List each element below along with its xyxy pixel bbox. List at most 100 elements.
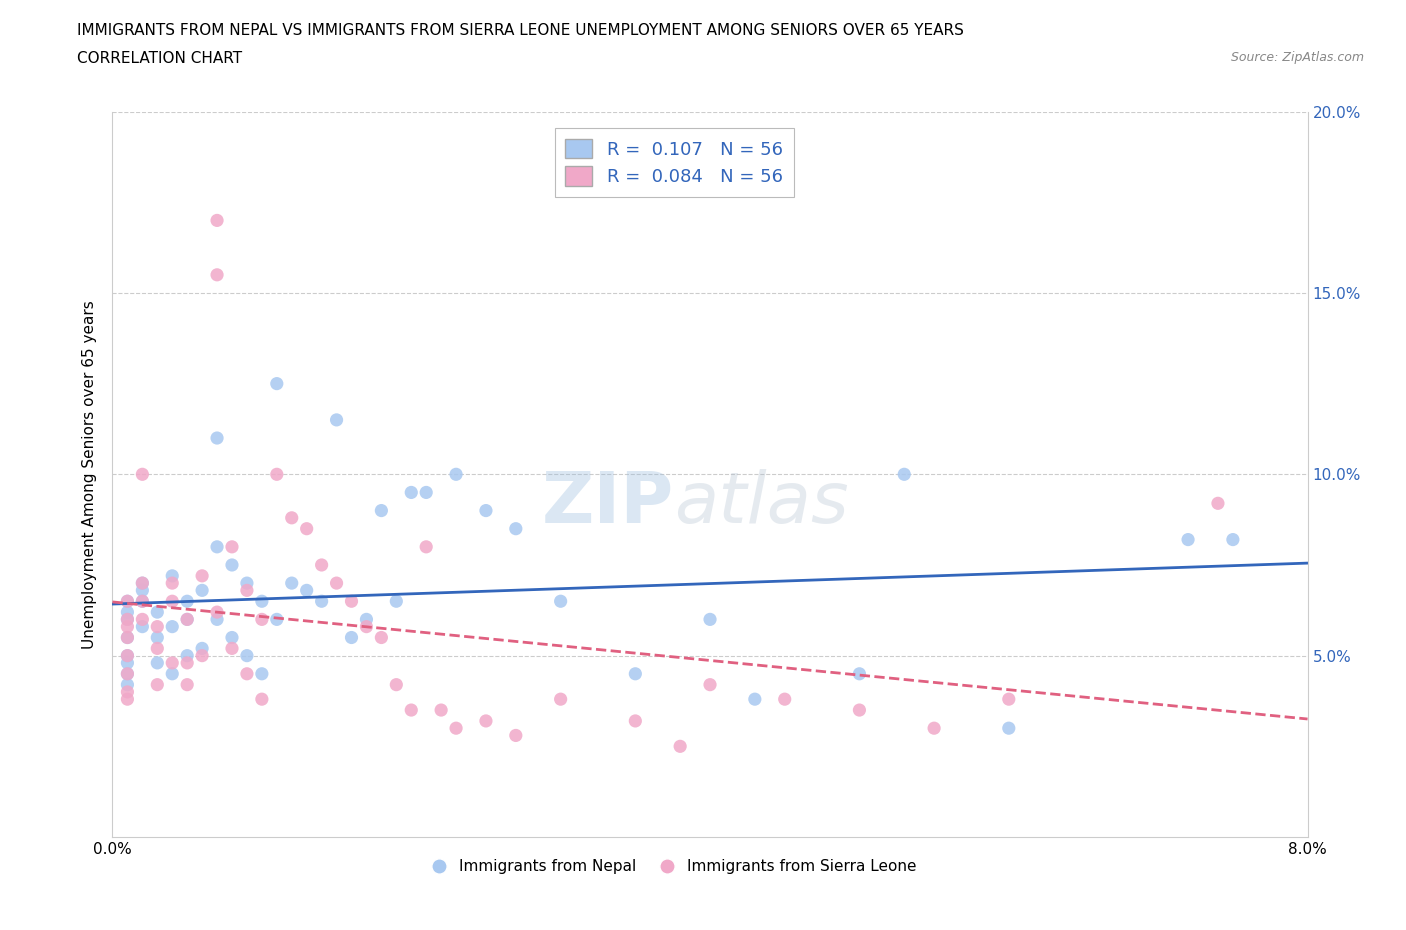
Point <box>176 677 198 692</box>
Point <box>295 521 318 536</box>
Point <box>205 268 228 283</box>
Point <box>131 619 153 634</box>
Point <box>162 594 183 609</box>
Point <box>221 641 243 656</box>
Point <box>893 467 915 482</box>
Point <box>550 692 572 707</box>
Point <box>117 619 139 634</box>
Point <box>205 612 228 627</box>
Point <box>848 667 870 682</box>
Point <box>236 576 259 591</box>
Point <box>146 631 169 645</box>
Point <box>1206 496 1229 511</box>
Point <box>117 692 139 707</box>
Point <box>117 631 139 645</box>
Point <box>205 213 228 228</box>
Point <box>146 619 169 634</box>
Point <box>250 692 273 707</box>
Point <box>162 667 183 682</box>
Point <box>295 583 318 598</box>
Point <box>430 703 453 718</box>
Point <box>250 667 273 682</box>
Point <box>1177 532 1199 547</box>
Point <box>162 656 183 671</box>
Point <box>550 594 572 609</box>
Point <box>131 594 153 609</box>
Point <box>117 677 139 692</box>
Point <box>176 612 198 627</box>
Point <box>162 576 183 591</box>
Point <box>311 558 333 573</box>
Point <box>922 721 945 736</box>
Text: Source: ZipAtlas.com: Source: ZipAtlas.com <box>1230 51 1364 64</box>
Point <box>191 568 214 583</box>
Text: CORRELATION CHART: CORRELATION CHART <box>77 51 242 66</box>
Point <box>998 692 1021 707</box>
Point <box>266 467 288 482</box>
Point <box>146 604 169 619</box>
Point <box>131 594 153 609</box>
Point <box>131 576 153 591</box>
Point <box>162 619 183 634</box>
Point <box>744 692 766 707</box>
Point <box>444 467 467 482</box>
Point <box>205 604 228 619</box>
Point <box>117 648 139 663</box>
Point <box>356 619 378 634</box>
Point <box>475 713 498 728</box>
Point <box>117 667 139 682</box>
Point <box>117 648 139 663</box>
Point <box>370 631 392 645</box>
Point <box>325 576 347 591</box>
Point <box>191 583 214 598</box>
Point <box>1222 532 1244 547</box>
Point <box>117 612 139 627</box>
Point <box>221 631 243 645</box>
Point <box>340 631 363 645</box>
Point <box>281 511 304 525</box>
Point <box>221 558 243 573</box>
Point <box>250 612 273 627</box>
Point <box>356 612 378 627</box>
Point <box>176 594 198 609</box>
Point <box>325 413 347 428</box>
Point <box>505 728 527 743</box>
Point <box>146 656 169 671</box>
Point <box>191 641 214 656</box>
Point <box>176 656 198 671</box>
Point <box>266 377 288 392</box>
Point <box>117 612 139 627</box>
Point <box>236 667 259 682</box>
Point <box>699 612 721 627</box>
Point <box>117 594 139 609</box>
Point <box>340 594 363 609</box>
Text: IMMIGRANTS FROM NEPAL VS IMMIGRANTS FROM SIERRA LEONE UNEMPLOYMENT AMONG SENIORS: IMMIGRANTS FROM NEPAL VS IMMIGRANTS FROM… <box>77 23 965 38</box>
Point <box>131 576 153 591</box>
Point <box>385 594 408 609</box>
Point <box>236 583 259 598</box>
Point <box>117 656 139 671</box>
Point <box>998 721 1021 736</box>
Point <box>176 648 198 663</box>
Point <box>370 503 392 518</box>
Text: ZIP: ZIP <box>541 469 675 538</box>
Point <box>505 521 527 536</box>
Point <box>162 568 183 583</box>
Point <box>117 594 139 609</box>
Point <box>117 604 139 619</box>
Point <box>773 692 796 707</box>
Point <box>475 503 498 518</box>
Point <box>117 667 139 682</box>
Point <box>131 583 153 598</box>
Point <box>415 485 437 500</box>
Point <box>205 539 228 554</box>
Point <box>311 594 333 609</box>
Point <box>699 677 721 692</box>
Point <box>266 612 288 627</box>
Point <box>669 738 692 753</box>
Text: atlas: atlas <box>675 469 849 538</box>
Point <box>221 539 243 554</box>
Point <box>848 703 870 718</box>
Point <box>117 631 139 645</box>
Point <box>191 648 214 663</box>
